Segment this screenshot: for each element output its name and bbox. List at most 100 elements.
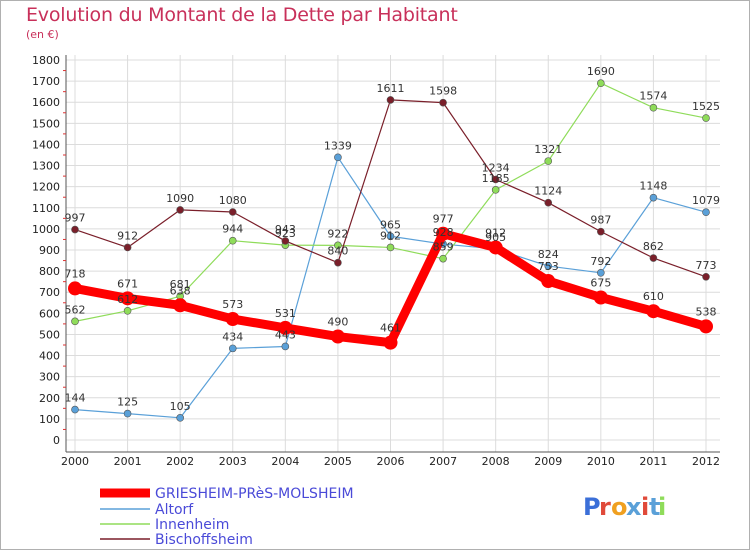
series-point-3 <box>123 243 132 252</box>
data-label-3: 1234 <box>482 161 510 174</box>
y-tick-label: 400 <box>39 350 60 363</box>
x-tick-label: 2002 <box>166 455 194 468</box>
x-tick-label: 2007 <box>429 455 457 468</box>
chart-title: Evolution du Montant de la Dette par Hab… <box>26 4 458 26</box>
series-point-2 <box>491 186 500 194</box>
series-point-0 <box>68 281 82 296</box>
data-label-2: 944 <box>222 223 243 236</box>
axes: 0 100 200 300 400 500 600 700 800 900 1000 1100 1200… <box>32 54 720 468</box>
data-label-3: 912 <box>117 229 138 242</box>
data-label-0: 671 <box>117 277 138 290</box>
series-point-2 <box>439 254 447 263</box>
data-label-3: 773 <box>696 259 717 272</box>
data-label-3: 862 <box>643 240 664 253</box>
series-point-1 <box>544 262 553 270</box>
series-point-1 <box>649 193 658 202</box>
data-label-2: 923 <box>275 227 296 240</box>
series-point-1 <box>228 344 237 353</box>
y-tick-label: 1400 <box>32 138 60 151</box>
series-point-1 <box>123 409 132 418</box>
series-point-0 <box>383 335 398 350</box>
y-tick-label: 800 <box>39 265 60 278</box>
series-point-1 <box>597 268 605 277</box>
series-point-3 <box>597 227 605 236</box>
y-tick-label: 200 <box>39 392 60 405</box>
data-label-1: 1339 <box>324 139 352 152</box>
x-tick-label: 2000 <box>61 455 89 468</box>
data-label-3: 997 <box>65 212 86 225</box>
x-tick-label: 2012 <box>692 455 720 468</box>
data-label-0: 610 <box>643 290 664 303</box>
y-tick-label: 500 <box>39 328 60 341</box>
chart-subtitle: (en €) <box>26 28 59 41</box>
series-point-3 <box>439 98 447 107</box>
data-label-0: 538 <box>696 305 717 318</box>
series-point-3 <box>544 198 553 207</box>
x-tick-label: 2004 <box>271 455 299 468</box>
x-tick-label: 2010 <box>587 455 615 468</box>
data-label-2: 912 <box>380 229 401 242</box>
data-label-1: 1148 <box>639 180 667 193</box>
x-tick-label: 2009 <box>534 455 562 468</box>
series-point-2 <box>123 306 132 315</box>
x-tick-label: 2005 <box>324 455 352 468</box>
series-point-1 <box>176 414 184 422</box>
data-label-0: 912 <box>485 226 506 239</box>
series-point-0 <box>541 274 556 289</box>
data-label-1: 105 <box>170 400 191 413</box>
y-tick-label: 1700 <box>32 75 60 88</box>
series-point-3 <box>386 96 395 104</box>
y-tick-label: 600 <box>39 307 60 320</box>
series-point-0 <box>593 290 608 305</box>
series-point-0 <box>278 320 293 335</box>
series-point-0 <box>225 312 240 327</box>
data-label-0: 638 <box>170 284 191 297</box>
series-point-2 <box>71 317 79 326</box>
data-label-2: 859 <box>433 241 454 254</box>
data-label-2: 1690 <box>587 65 615 78</box>
data-label-1: 125 <box>117 396 138 409</box>
series-point-3 <box>228 208 237 216</box>
x-tick-label: 2011 <box>639 455 667 468</box>
data-label-1: 965 <box>380 218 401 231</box>
series-layer <box>68 79 713 422</box>
data-label-3: 1611 <box>377 82 405 95</box>
data-label-0: 718 <box>65 267 86 280</box>
data-label-1: 443 <box>275 328 296 341</box>
data-label-3: 987 <box>590 214 611 227</box>
series-point-3 <box>702 273 710 281</box>
series-point-3 <box>649 254 658 262</box>
series-point-1 <box>386 232 395 241</box>
data-label-2: 922 <box>327 227 348 240</box>
series-point-3 <box>334 258 342 267</box>
data-label-3: 1124 <box>534 185 562 198</box>
series-point-0 <box>488 240 503 255</box>
data-label-2: 1185 <box>482 172 510 185</box>
y-tick-label: 1200 <box>32 181 60 194</box>
legend-label-1: Altorf <box>155 502 194 518</box>
data-label-2: 612 <box>117 293 138 306</box>
logo-letter: r <box>599 493 611 521</box>
data-label-1: 824 <box>538 248 559 261</box>
series-point-2 <box>649 103 658 112</box>
y-tick-label: 1000 <box>32 223 60 236</box>
y-tick-label: 900 <box>39 244 60 257</box>
data-label-3: 943 <box>275 223 296 236</box>
x-tick-label: 2006 <box>377 455 405 468</box>
series-point-0 <box>436 226 451 241</box>
series-point-2 <box>334 241 342 250</box>
legend-label-0: GRIESHEIM-PRèS-MOLSHEIM <box>155 486 354 502</box>
data-label-0: 977 <box>433 213 454 226</box>
x-tick-label: 2008 <box>482 455 510 468</box>
series-point-1 <box>281 342 290 351</box>
data-label-0: 573 <box>222 298 243 311</box>
legend-label-3: Bischoffsheim <box>155 532 253 548</box>
data-label-3: 1080 <box>219 194 247 207</box>
series-point-0 <box>699 319 713 334</box>
y-tick-label: 100 <box>39 413 60 426</box>
series-point-0 <box>646 304 661 319</box>
logo-letter: P <box>583 493 601 521</box>
y-tick-label: 1100 <box>32 202 60 215</box>
